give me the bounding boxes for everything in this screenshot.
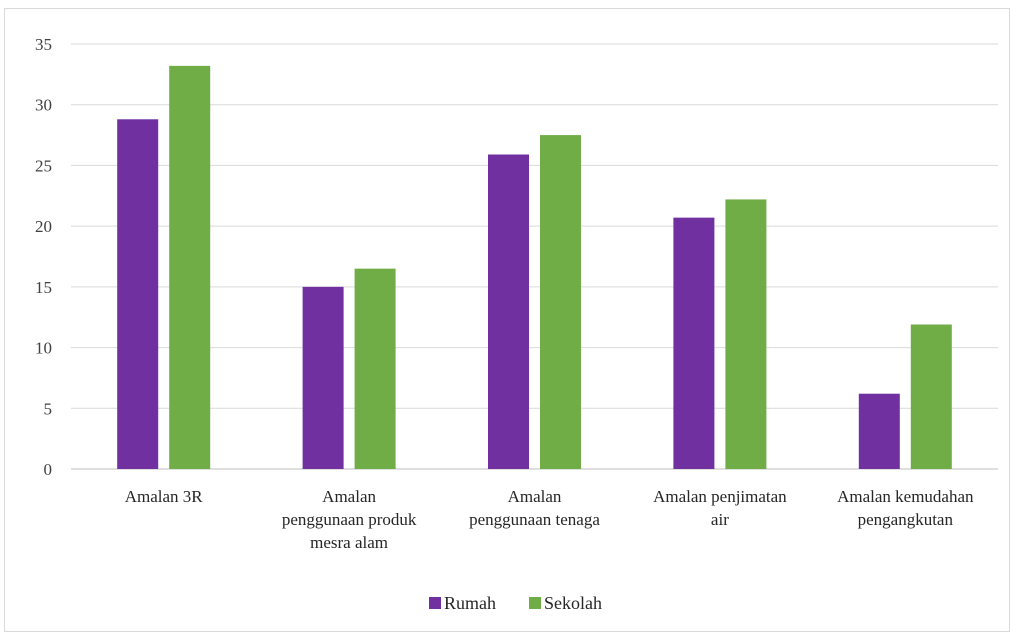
x-category-label: Amalan kemudahan	[837, 487, 974, 506]
bar-rumah-0	[117, 119, 159, 470]
gridlines	[71, 43, 998, 470]
y-tick-label: 25	[35, 156, 52, 175]
bar-sekolah-4	[910, 324, 952, 469]
bar-sekolah-1	[354, 268, 396, 469]
x-category-label: air	[711, 510, 729, 529]
x-category-label: pengangkutan	[858, 510, 954, 529]
x-category-label: penggunaan produk	[282, 510, 417, 529]
bar-rumah-3	[673, 217, 715, 469]
x-category-label: Amalan penjimatan	[653, 487, 787, 506]
x-category-label: mesra alam	[310, 533, 388, 552]
bars	[117, 65, 952, 470]
legend-swatch-sekolah	[529, 597, 541, 609]
y-tick-label: 15	[35, 278, 52, 297]
y-tick-label: 10	[35, 339, 52, 358]
x-category-label: Amalan	[322, 487, 376, 506]
legend-swatch-rumah	[429, 597, 441, 609]
x-category-label: Amalan	[508, 487, 562, 506]
y-tick-label: 20	[35, 217, 52, 236]
bar-rumah-2	[488, 154, 529, 469]
y-tick-label: 30	[35, 96, 52, 115]
bar-rumah-1	[302, 286, 344, 469]
bar-sekolah-2	[540, 135, 581, 470]
bar-sekolah-3	[725, 199, 767, 469]
bar-rumah-4	[858, 393, 900, 469]
y-tick-label: 0	[44, 460, 53, 479]
legend-label-rumah: Rumah	[444, 593, 496, 613]
legend-label-sekolah: Sekolah	[544, 593, 602, 613]
legend: Rumah Sekolah	[429, 593, 602, 613]
y-tick-label: 5	[44, 399, 53, 418]
y-tick-label: 35	[35, 35, 52, 54]
x-axis: Amalan 3R Amalan penggunaan produk mesra al…	[125, 487, 974, 552]
x-category-label: Amalan 3R	[125, 487, 204, 506]
y-axis: 0 5 10 15 20 25 30 35	[35, 35, 52, 479]
bar-sekolah-0	[169, 65, 211, 469]
x-category-label: penggunaan tenaga	[469, 510, 600, 529]
